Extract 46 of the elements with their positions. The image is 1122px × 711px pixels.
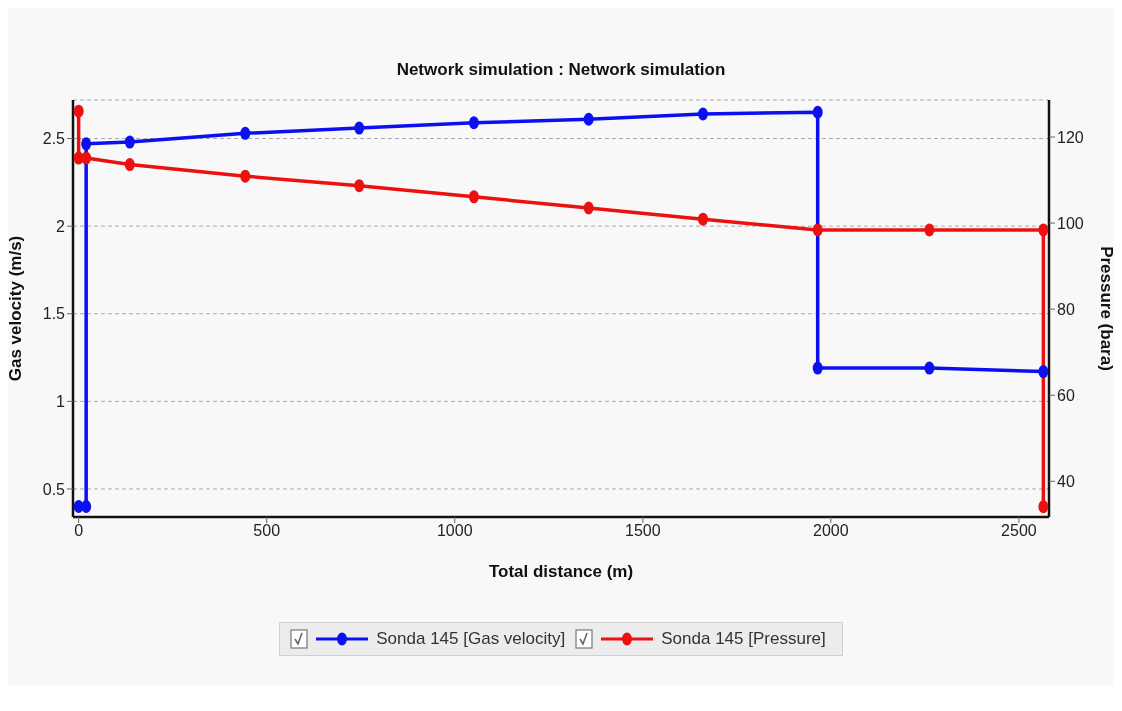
y2-tick-label: 40 (1057, 472, 1075, 490)
point (1038, 365, 1049, 379)
y-tick-label: 1.5 (42, 305, 66, 323)
point (81, 137, 92, 151)
y2-axis-title: Pressure (bara) (1096, 246, 1116, 371)
x-tick-label: 0 (74, 522, 84, 540)
point (583, 112, 594, 126)
point (240, 126, 251, 140)
point (240, 169, 251, 183)
y2-tick-label: 80 (1057, 300, 1075, 318)
point (812, 223, 823, 237)
point (354, 121, 365, 135)
point (354, 179, 365, 193)
point (468, 190, 479, 204)
y2-tick-label: 100 (1057, 214, 1084, 232)
y-tick-label: 1 (56, 393, 66, 411)
point (124, 135, 135, 149)
point (583, 201, 594, 215)
point (73, 104, 84, 118)
y-tick-label: 2 (56, 217, 66, 235)
point (81, 499, 92, 513)
point (812, 105, 823, 119)
point (697, 212, 708, 226)
legend-label: Sonda 145 [Gas velocity] (376, 629, 566, 649)
legend-label: Sonda 145 [Pressure] (661, 629, 826, 649)
x-tick-label: 1000 (436, 522, 473, 540)
y2-tick-label: 60 (1057, 386, 1075, 404)
x-tick-label: 2000 (813, 522, 849, 540)
x-axis-title: Total distance (m) (488, 562, 634, 581)
y2-tick-label: 120 (1057, 128, 1084, 146)
x-tick-label: 1500 (625, 522, 661, 540)
chart-title: Network simulation : Network simulation (395, 59, 727, 80)
point (812, 361, 823, 375)
point (81, 151, 92, 165)
point (697, 107, 708, 121)
x-tick-label: 2500 (1001, 522, 1037, 540)
x-tick-label: 500 (253, 522, 281, 540)
y-axis-title: Gas velocity (m/s) (6, 235, 26, 382)
point (924, 223, 935, 237)
y-tick-label: 0.5 (42, 480, 66, 498)
point (124, 158, 135, 172)
y-tick-label: 2.5 (42, 130, 66, 148)
point (1038, 223, 1049, 237)
point (1038, 500, 1049, 514)
point (924, 361, 935, 375)
point (468, 116, 479, 130)
